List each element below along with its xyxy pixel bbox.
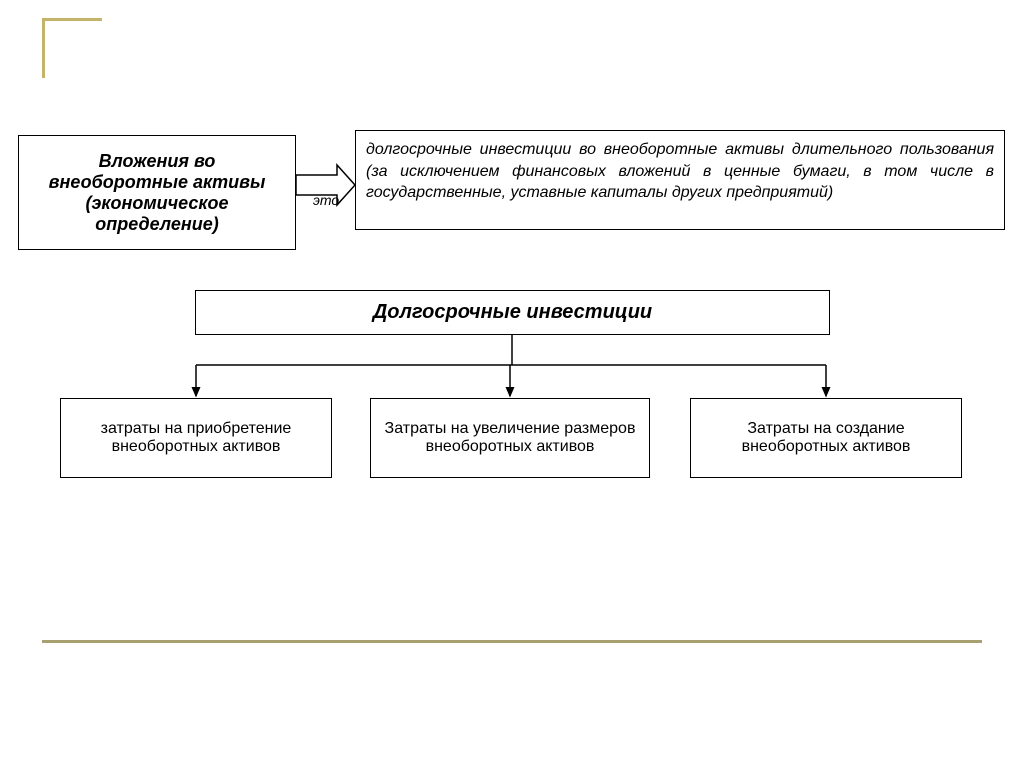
child-text-2: Затраты на увеличение размеров внеоборот… (381, 420, 639, 456)
definition-text: долгосрочные инвестиции во внеоборотные … (366, 139, 994, 204)
definition-box: долгосрочные инвестиции во внеоборотные … (355, 130, 1005, 230)
child-box-2: Затраты на увеличение размеров внеоборот… (370, 398, 650, 478)
term-box: Вложения во внеоборотные активы (экономи… (18, 135, 296, 250)
child-text-3: Затраты на создание внеоборотных активов (701, 420, 951, 456)
child-text-1: затраты на приобретение внеоборотных акт… (71, 420, 321, 456)
child-box-1: затраты на приобретение внеоборотных акт… (60, 398, 332, 478)
bottom-divider (42, 640, 982, 643)
child-box-3: Затраты на создание внеоборотных активов (690, 398, 962, 478)
tree-connector (60, 335, 970, 398)
main-category-text: Долгосрочные инвестиции (373, 301, 652, 324)
arrow-label: это (313, 192, 339, 208)
corner-bracket (42, 18, 102, 78)
main-category-box: Долгосрочные инвестиции (195, 290, 830, 335)
term-text: Вложения во внеоборотные активы (экономи… (29, 151, 285, 235)
